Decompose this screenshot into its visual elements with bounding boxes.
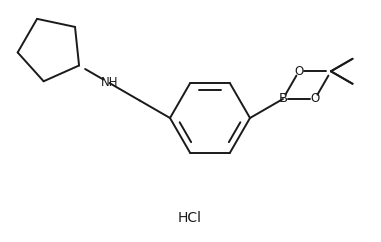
Text: NH: NH [101,76,118,90]
Text: O: O [310,92,320,106]
Text: HCl: HCl [178,211,202,225]
Text: O: O [294,65,304,78]
Text: B: B [279,92,288,106]
